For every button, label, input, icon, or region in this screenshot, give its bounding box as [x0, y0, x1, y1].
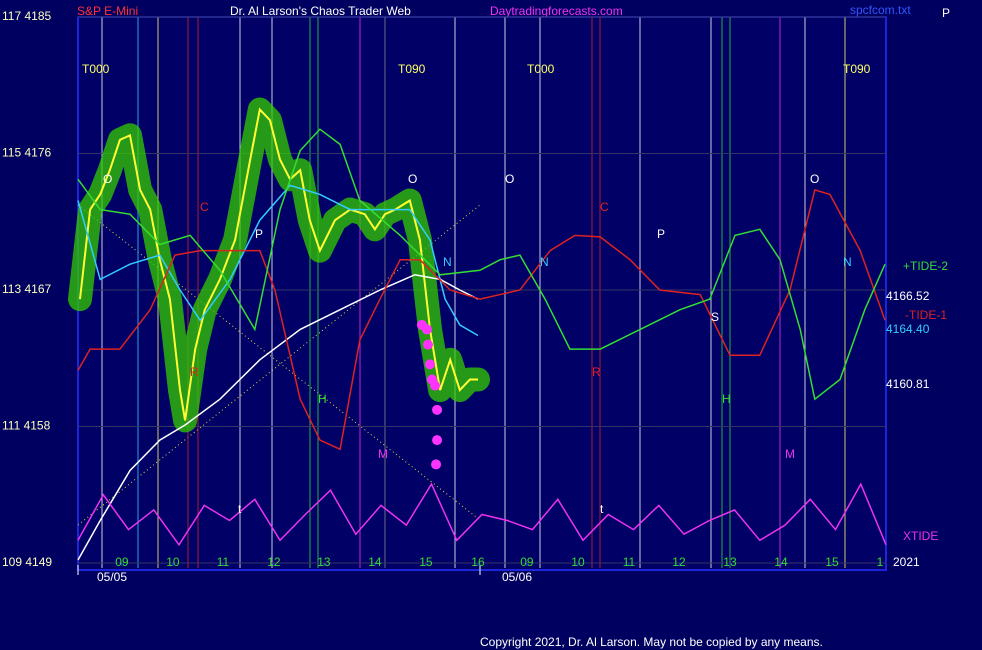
- dot: [424, 359, 435, 370]
- file-label: spcfcom.txt: [850, 3, 911, 17]
- annotation: M: [785, 447, 795, 461]
- x-tick-label: 1: [877, 555, 884, 569]
- annotation: t: [600, 502, 604, 516]
- price-label: 4166.52: [886, 289, 930, 303]
- website: Daytradingforecasts.com: [490, 4, 623, 18]
- x-tick-label: 14: [774, 555, 788, 569]
- x-tick-label: 13: [317, 555, 331, 569]
- corner-label: P: [942, 6, 950, 20]
- series-line: [77, 188, 886, 451]
- series-line: [77, 184, 479, 337]
- annotation: C: [600, 200, 609, 214]
- annotation: O: [810, 172, 819, 186]
- x-tick-label: 16: [471, 555, 485, 569]
- legend-entry: -TIDE-1: [905, 308, 947, 322]
- x-tick-label: 10: [166, 555, 180, 569]
- x-tick-label: 13: [723, 555, 737, 569]
- x-tick-label: 09: [520, 555, 534, 569]
- annotation: P: [255, 227, 263, 241]
- price-label: 4160.81: [886, 377, 930, 391]
- annotation: R: [592, 365, 601, 379]
- legend-entry: XTIDE: [903, 529, 938, 543]
- annotation: O: [103, 172, 112, 186]
- series-line: [77, 274, 479, 561]
- dot: [432, 435, 443, 446]
- dot: [421, 324, 432, 335]
- plot-area: [77, 16, 887, 571]
- annotation: N: [540, 255, 549, 269]
- annotation: T000: [527, 62, 555, 76]
- dot: [432, 404, 443, 415]
- annotation: M: [378, 447, 388, 461]
- series-line: [79, 107, 478, 421]
- x-tick-label: 11: [217, 555, 230, 569]
- annotation: C: [200, 200, 209, 214]
- annotation: R: [190, 365, 199, 379]
- copyright: Copyright 2021, Dr. Al Larson. May not b…: [480, 635, 823, 649]
- chart-subtitle: Dr. Al Larson's Chaos Trader Web: [230, 4, 411, 18]
- x-tick-label: 15: [825, 555, 839, 569]
- year-label: 2021: [893, 555, 920, 569]
- x-tick-label: 14: [368, 555, 382, 569]
- annotation: T090: [398, 62, 426, 76]
- price-label: 4164.40: [886, 322, 930, 336]
- annotation: H: [318, 392, 327, 406]
- annotation: P: [657, 227, 665, 241]
- annotation: N: [443, 255, 452, 269]
- series-line: [77, 482, 887, 547]
- annotation: H: [722, 392, 731, 406]
- dot: [422, 339, 433, 350]
- y-tick-label: 111 4158: [2, 419, 51, 433]
- dot: [430, 380, 441, 391]
- annotation: T000: [82, 62, 110, 76]
- annotation: S: [711, 310, 719, 324]
- series-line: [77, 128, 886, 401]
- x-tick-label: 15: [419, 555, 433, 569]
- date-label: 05/05: [97, 570, 127, 584]
- x-tick-label: 11: [623, 555, 636, 569]
- annotation: t: [238, 502, 242, 516]
- dot: [431, 459, 442, 470]
- chart-title: S&P E-Mini: [77, 4, 138, 18]
- y-tick-label: 109 4149: [2, 555, 52, 569]
- annotation: T090: [843, 62, 871, 76]
- x-tick-label: 10: [571, 555, 585, 569]
- annotation: O: [505, 172, 514, 186]
- y-tick-label: 117 4185: [2, 9, 51, 23]
- x-tick-label: 09: [115, 555, 129, 569]
- x-tick-label: 12: [267, 555, 281, 569]
- y-tick-label: 115 4176: [2, 146, 51, 160]
- x-tick-label: 12: [672, 555, 686, 569]
- y-tick-label: 113 4167: [2, 282, 51, 296]
- annotation: N: [843, 255, 852, 269]
- legend-entry: +TIDE-2: [903, 259, 948, 273]
- annotation: O: [408, 172, 417, 186]
- date-label: 05/06: [502, 570, 532, 584]
